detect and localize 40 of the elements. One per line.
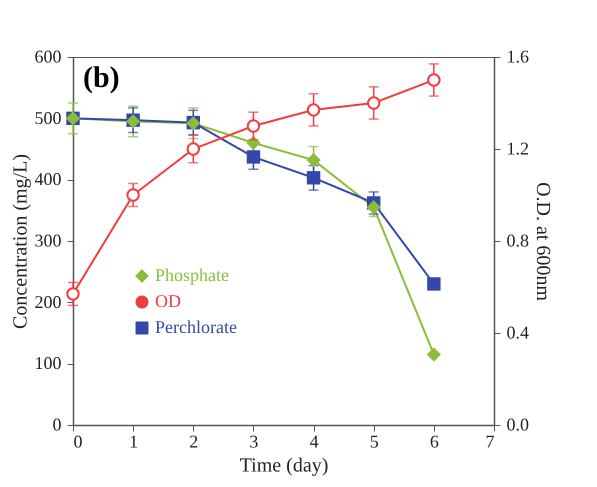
y-tick-label: 0 [52,414,62,434]
point [306,103,320,117]
x-axis-title: Time (day) [240,454,328,476]
legend-label: OD [155,291,181,311]
y2-tick-label: 0.0 [506,414,529,434]
x-tick-label: 4 [310,432,319,452]
y2-tick-label: 0.8 [506,230,529,250]
x-tick-label: 5 [370,432,379,452]
y-tick-label: 400 [34,169,62,190]
legend-label: Phosphate [155,265,230,285]
point [367,200,380,214]
y2-tick-label: 0.4 [506,322,529,342]
y-tick-label: 600 [34,46,62,66]
x-tick-label: 3 [249,432,258,452]
point [427,348,441,362]
y2-tick-label: 1.6 [506,46,529,66]
x-tick-label: 0 [74,432,82,452]
y2-tick-label: 1.2 [506,138,529,158]
point [66,287,80,301]
x-tick-label: 2 [189,432,198,452]
point [306,153,320,167]
x-tick-label: 6 [430,432,439,452]
y-tick-label: 300 [34,230,62,250]
point [246,119,260,133]
point [427,277,441,291]
y-tick-label: 200 [34,292,62,312]
point [306,171,320,185]
x-tick-label: 1 [129,432,138,452]
legend-label: Perchlorate [155,317,237,337]
annotation: (b) [83,61,120,94]
y-axis-title: Concentration (mg/L) [10,154,32,329]
y-tick-label: 100 [34,353,62,374]
point [367,96,380,110]
point [427,73,441,87]
x-tick-label: 7 [486,432,494,452]
y-tick-label: 500 [34,108,62,128]
point [126,188,140,202]
y2-axis-title: O.D. at 600nm [532,182,554,302]
point [186,142,200,156]
point [246,150,260,164]
